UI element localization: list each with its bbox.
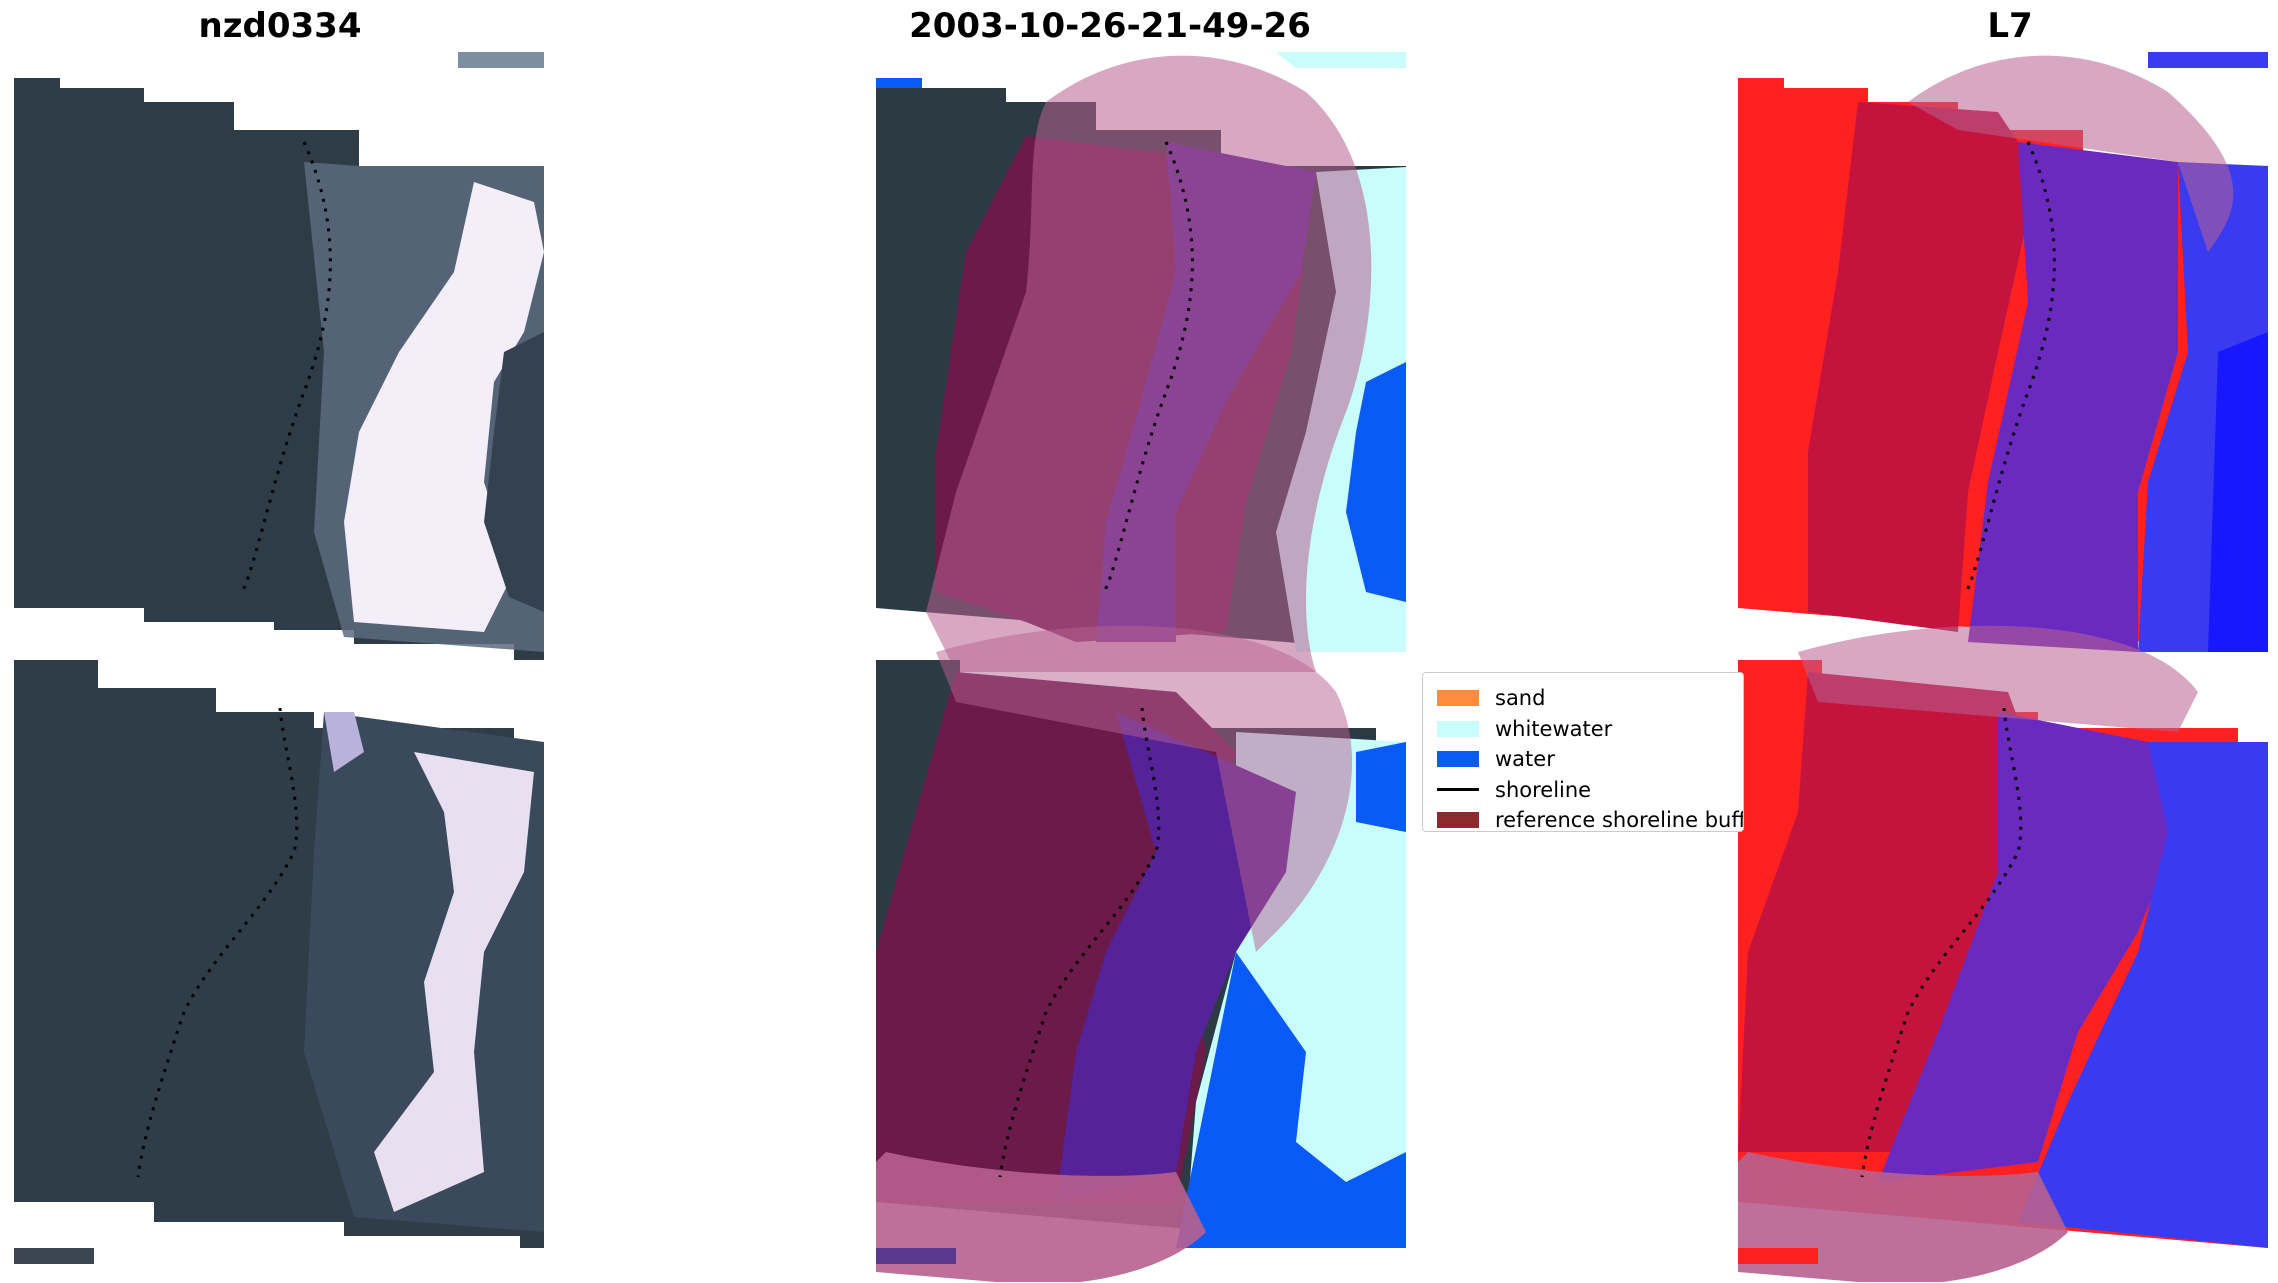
shoreline-swatch (1437, 788, 1479, 792)
panel-title-image: nzd0334 (198, 6, 362, 46)
panel-title-satellite: L7 (1987, 6, 2033, 46)
rgb-top-tile (14, 52, 544, 660)
class-bottom-tile (876, 625, 1406, 1282)
legend-item-whitewater: whitewater (1437, 714, 1743, 745)
classification-panel (876, 52, 1416, 1282)
rgb-image-panel (14, 52, 544, 1272)
legend-item-reference-buffer: reference shoreline buff (1437, 805, 1744, 832)
legend-label: whitewater (1495, 716, 1613, 741)
legend: sand whitewater water shoreline referenc… (1422, 672, 1744, 832)
legend-item-shoreline: shoreline (1437, 775, 1743, 806)
rgb-shoreline (136, 141, 332, 1178)
panel-title-date: 2003-10-26-21-49-26 (909, 6, 1311, 46)
mndwi-bottom-tile (1738, 625, 2268, 1282)
mndwi-shoreline (1860, 141, 2056, 1178)
reference-buffer-swatch (1437, 812, 1479, 829)
class-top-tile (876, 52, 1406, 672)
class-shoreline (998, 141, 1194, 1178)
legend-label: water (1495, 747, 1555, 772)
rgb-bottom-tile (14, 660, 544, 1264)
legend-label: shoreline (1495, 777, 1592, 802)
water-swatch (1437, 751, 1479, 768)
mndwi-panel (1738, 52, 2278, 1282)
whitewater-swatch (1437, 720, 1479, 737)
mndwi-top-tile (1738, 52, 2268, 652)
legend-label: reference shoreline buff (1495, 808, 1744, 832)
legend-label: sand (1495, 686, 1546, 711)
legend-item-sand: sand (1437, 683, 1743, 714)
sand-swatch (1437, 690, 1479, 707)
legend-item-water: water (1437, 744, 1743, 775)
